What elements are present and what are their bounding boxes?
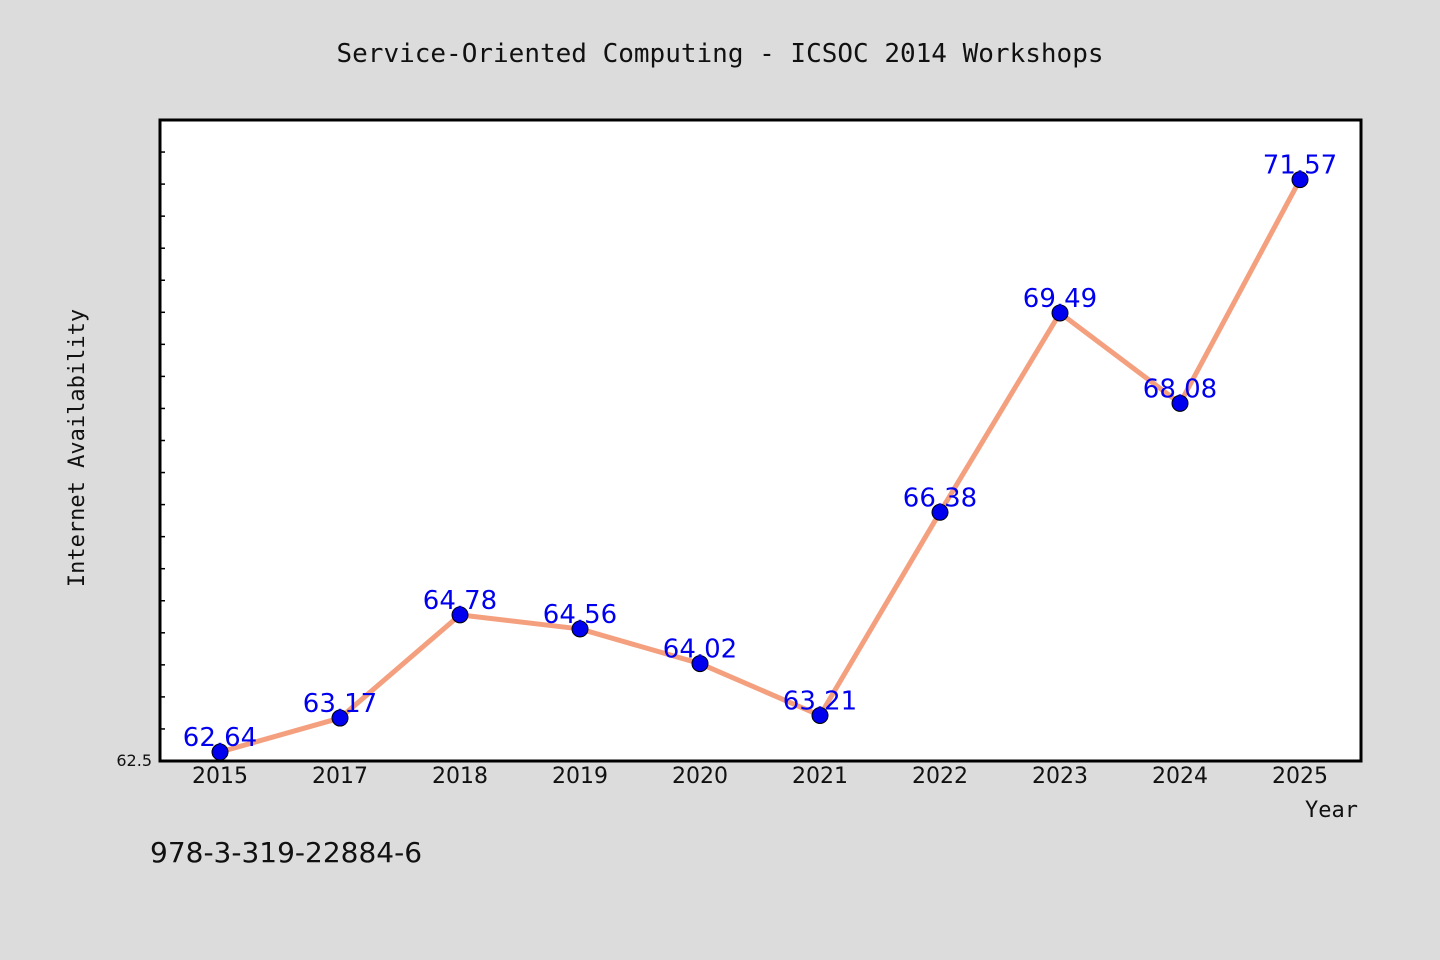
data-label-2018: 64.78 bbox=[423, 586, 497, 616]
plot-area bbox=[158, 118, 1363, 763]
x-tick-label-2022: 2022 bbox=[912, 764, 968, 789]
x-tick-label-2025: 2025 bbox=[1272, 764, 1328, 789]
x-axis-label: Year bbox=[1305, 798, 1358, 823]
x-tick-label-2015: 2015 bbox=[192, 764, 248, 789]
y-axis-ticks bbox=[160, 119, 165, 762]
data-label-2019: 64.56 bbox=[543, 600, 617, 630]
series-line bbox=[217, 177, 1303, 755]
data-point-2025 bbox=[1291, 171, 1309, 189]
data-point-2022 bbox=[931, 503, 949, 521]
data-point-2019 bbox=[571, 620, 589, 638]
x-tick-label-2021: 2021 bbox=[792, 764, 848, 789]
data-label-2020: 64.02 bbox=[663, 635, 737, 665]
data-label-2021: 63.21 bbox=[783, 686, 857, 716]
x-tick-label-2017: 2017 bbox=[312, 764, 368, 789]
data-label-2015: 62.64 bbox=[183, 723, 257, 753]
data-point-2015 bbox=[211, 743, 229, 761]
data-point-2017 bbox=[331, 709, 349, 727]
y-axis-label: Internet Availability bbox=[65, 309, 90, 587]
x-axis-tick-labels: 2015 2017 2018 2019 2020 2021 2022 2023 2024 2025 bbox=[192, 764, 1328, 789]
x-tick-label-2024: 2024 bbox=[1152, 764, 1208, 789]
data-point-2023 bbox=[1051, 304, 1069, 322]
data-label-2017: 63.17 bbox=[303, 689, 377, 719]
x-tick-label-2023: 2023 bbox=[1032, 764, 1088, 789]
data-point-2021 bbox=[811, 706, 829, 724]
data-label-2022: 66.38 bbox=[903, 483, 977, 513]
data-point-2020 bbox=[691, 655, 709, 673]
y-tick-label: 62.5 bbox=[116, 751, 152, 770]
isbn-text: 978-3-319-22884-6 bbox=[150, 836, 422, 869]
chart-title: Service-Oriented Computing - ICSOC 2014 … bbox=[336, 39, 1103, 69]
data-point-2024 bbox=[1171, 394, 1189, 412]
data-label-2024: 68.08 bbox=[1143, 374, 1217, 404]
data-label-2023: 69.49 bbox=[1023, 284, 1097, 314]
x-tick-label-2019: 2019 bbox=[552, 764, 608, 789]
data-point-2018 bbox=[451, 606, 469, 624]
data-labels: 62.64 63.17 64.78 64.56 64.02 63.21 66.38 69.49… bbox=[183, 151, 1337, 753]
x-tick-label-2018: 2018 bbox=[432, 764, 488, 789]
data-markers bbox=[211, 171, 1309, 761]
x-tick-label-2020: 2020 bbox=[672, 764, 728, 789]
data-label-2025: 71.57 bbox=[1263, 151, 1337, 181]
